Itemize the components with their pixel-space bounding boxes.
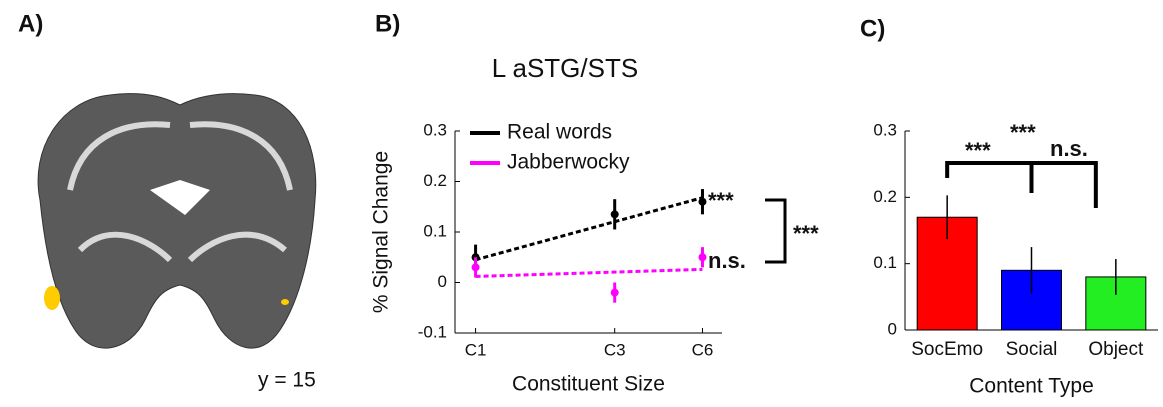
panel-label: A) — [18, 10, 43, 37]
point — [611, 289, 619, 297]
activation — [281, 299, 289, 305]
legend-label: Jabberwocky — [507, 151, 630, 174]
y-tick-label: -0.1 — [418, 322, 447, 341]
panel-label: C) — [860, 15, 885, 42]
x-tick-label: C3 — [604, 340, 626, 359]
annotation: *** — [708, 188, 734, 213]
bracket — [765, 200, 785, 262]
y-tick-label: 0.3 — [423, 120, 447, 139]
brain-image — [38, 94, 316, 348]
activation — [44, 286, 60, 310]
x-axis-label: Constituent Size — [512, 373, 665, 396]
annotation: n.s. — [708, 248, 746, 273]
x-axis-label: Content Type — [969, 375, 1094, 398]
x-tick-label: Object — [1088, 339, 1144, 360]
point — [698, 198, 706, 206]
bracket — [947, 163, 1096, 208]
legend-label: Real words — [507, 121, 612, 144]
annotation: n.s. — [1050, 136, 1088, 161]
y-tick-label: 0.2 — [873, 187, 897, 206]
y-tick-label: 0.3 — [873, 120, 897, 139]
x-tick-label: C1 — [465, 340, 487, 359]
y-axis-label: % Signal Change — [370, 151, 393, 313]
annotation: *** — [965, 138, 991, 163]
x-tick-label: C6 — [692, 340, 714, 359]
y-tick-label: 0.2 — [423, 171, 447, 190]
point — [611, 210, 619, 218]
annotation: *** — [793, 221, 819, 246]
y-tick-label: 0.1 — [873, 253, 897, 272]
y-tick-label: 0.1 — [423, 221, 447, 240]
x-tick-label: SocEmo — [911, 339, 983, 360]
fit-line — [476, 269, 703, 276]
y-tick-label: 0 — [888, 319, 897, 338]
point — [472, 263, 480, 271]
caption: y = 15 — [258, 369, 316, 392]
annotation: *** — [1010, 120, 1036, 145]
brain-outline — [38, 94, 316, 348]
figure: A) y = 15 B) L aSTG/STS -0.1 0 0.1 0.2 0.3 C1 C3… — [0, 0, 1163, 407]
x-tick-label: Social — [1006, 339, 1058, 360]
point — [698, 253, 706, 261]
fit-line — [476, 198, 703, 260]
panel-label: B) — [375, 10, 400, 37]
y-tick-label: 0 — [438, 272, 447, 291]
chart-title: L aSTG/STS — [492, 53, 638, 83]
